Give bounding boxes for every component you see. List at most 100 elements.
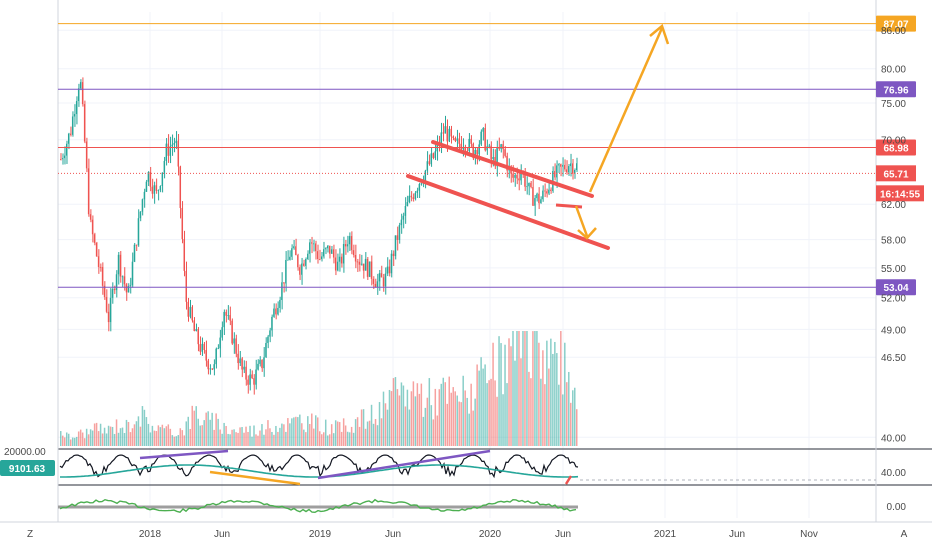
volume-bar [428,378,431,446]
candle-body [396,235,399,240]
candle-body [211,368,213,370]
candle-body [386,266,389,274]
volume-bar [275,425,277,446]
candle-body [480,131,482,145]
candle-body [205,350,207,361]
candle-body [175,140,177,144]
volume-bar [440,383,443,446]
x-tick-label: Jun [555,529,571,540]
volume-bar [263,434,265,446]
candle-body [125,284,128,293]
candle-body [115,274,118,291]
x-tick-label: Jun [214,529,230,540]
volume-bar [550,338,552,446]
candle-body [195,329,197,332]
volume-bar [508,338,510,446]
candle-body [233,338,235,344]
candle-body [299,267,301,275]
candle-body [502,144,504,150]
x-tick-label: Jun [385,529,401,540]
candle-body [384,273,387,287]
horizontal-levels[interactable]: 87.07 76.96 68.98 53.04 65.71 16:14:55 [58,15,924,296]
candle-body [269,330,271,337]
candle-body [528,182,530,187]
volume-bar [293,417,295,446]
volume-bar [462,375,464,446]
y-tick-label: 49.00 [881,325,906,336]
volume-bar [95,422,98,446]
volume-bar [257,435,259,446]
volume-bar [60,431,62,446]
volume-bar [297,417,299,446]
candle-body [344,244,347,247]
candle-body [133,244,136,262]
volume-bar [149,432,152,446]
volume-bar [512,331,514,446]
volume-bar [255,434,257,446]
channel-short-line [555,203,583,209]
candle-body [544,190,546,192]
volume-bar [498,336,500,446]
candle-body [410,195,413,198]
volume-bar [167,424,170,446]
volume-bar [366,421,369,446]
trend-drawings[interactable] [406,23,670,250]
volume-bar [566,382,568,446]
candle-body [307,253,309,259]
volume-bar [408,409,411,446]
volume-bar [522,331,524,446]
volume-bar [243,432,245,446]
candle-body [336,261,339,271]
candle-body [273,308,275,317]
volume-bar [265,429,267,446]
candle-body [141,199,144,212]
channel-upper-line [431,140,594,198]
candle-body [358,261,361,265]
countdown-badge [876,185,924,202]
candle-body [548,189,550,194]
candle-body [223,311,225,328]
candle-body [217,348,219,350]
candle-body [67,133,70,144]
volume-bar [434,388,437,446]
volume-bar [356,417,359,446]
candle-body [326,245,329,249]
candle-body [400,219,403,226]
volume-bar [91,430,94,446]
volume-bar [249,425,251,446]
candle-body [213,364,215,370]
volume-bars [60,331,578,446]
oscillator-value-badge [0,460,55,476]
volume-bar [384,403,387,446]
candle-body [139,211,142,219]
volume-bar [205,412,207,446]
candle-body [119,254,122,277]
candle-body [466,150,468,152]
volume-bar [474,398,476,446]
candle-body [209,368,211,370]
candle-body [424,170,426,182]
volume-bar [330,424,333,446]
candle-body [259,359,261,364]
candle-body [283,282,285,284]
volume-bar [488,380,490,446]
candle-body [450,128,452,137]
candle-body [426,161,428,171]
volume-bar [135,421,138,446]
level-badge-label: 76.96 [883,85,908,96]
volume-bar [153,430,156,446]
volume-bar [93,423,96,446]
candle-body [77,88,80,102]
volume-bar [328,434,331,446]
candle-body [253,378,255,385]
candle-body [540,199,542,204]
volume-bar [271,431,273,446]
candle-body [354,254,357,262]
volume-bar [506,383,508,446]
candle-body [456,138,458,141]
volume-bar [267,420,269,446]
candle-body [191,306,193,321]
candle-body [123,276,126,285]
volume-bar [283,424,285,446]
